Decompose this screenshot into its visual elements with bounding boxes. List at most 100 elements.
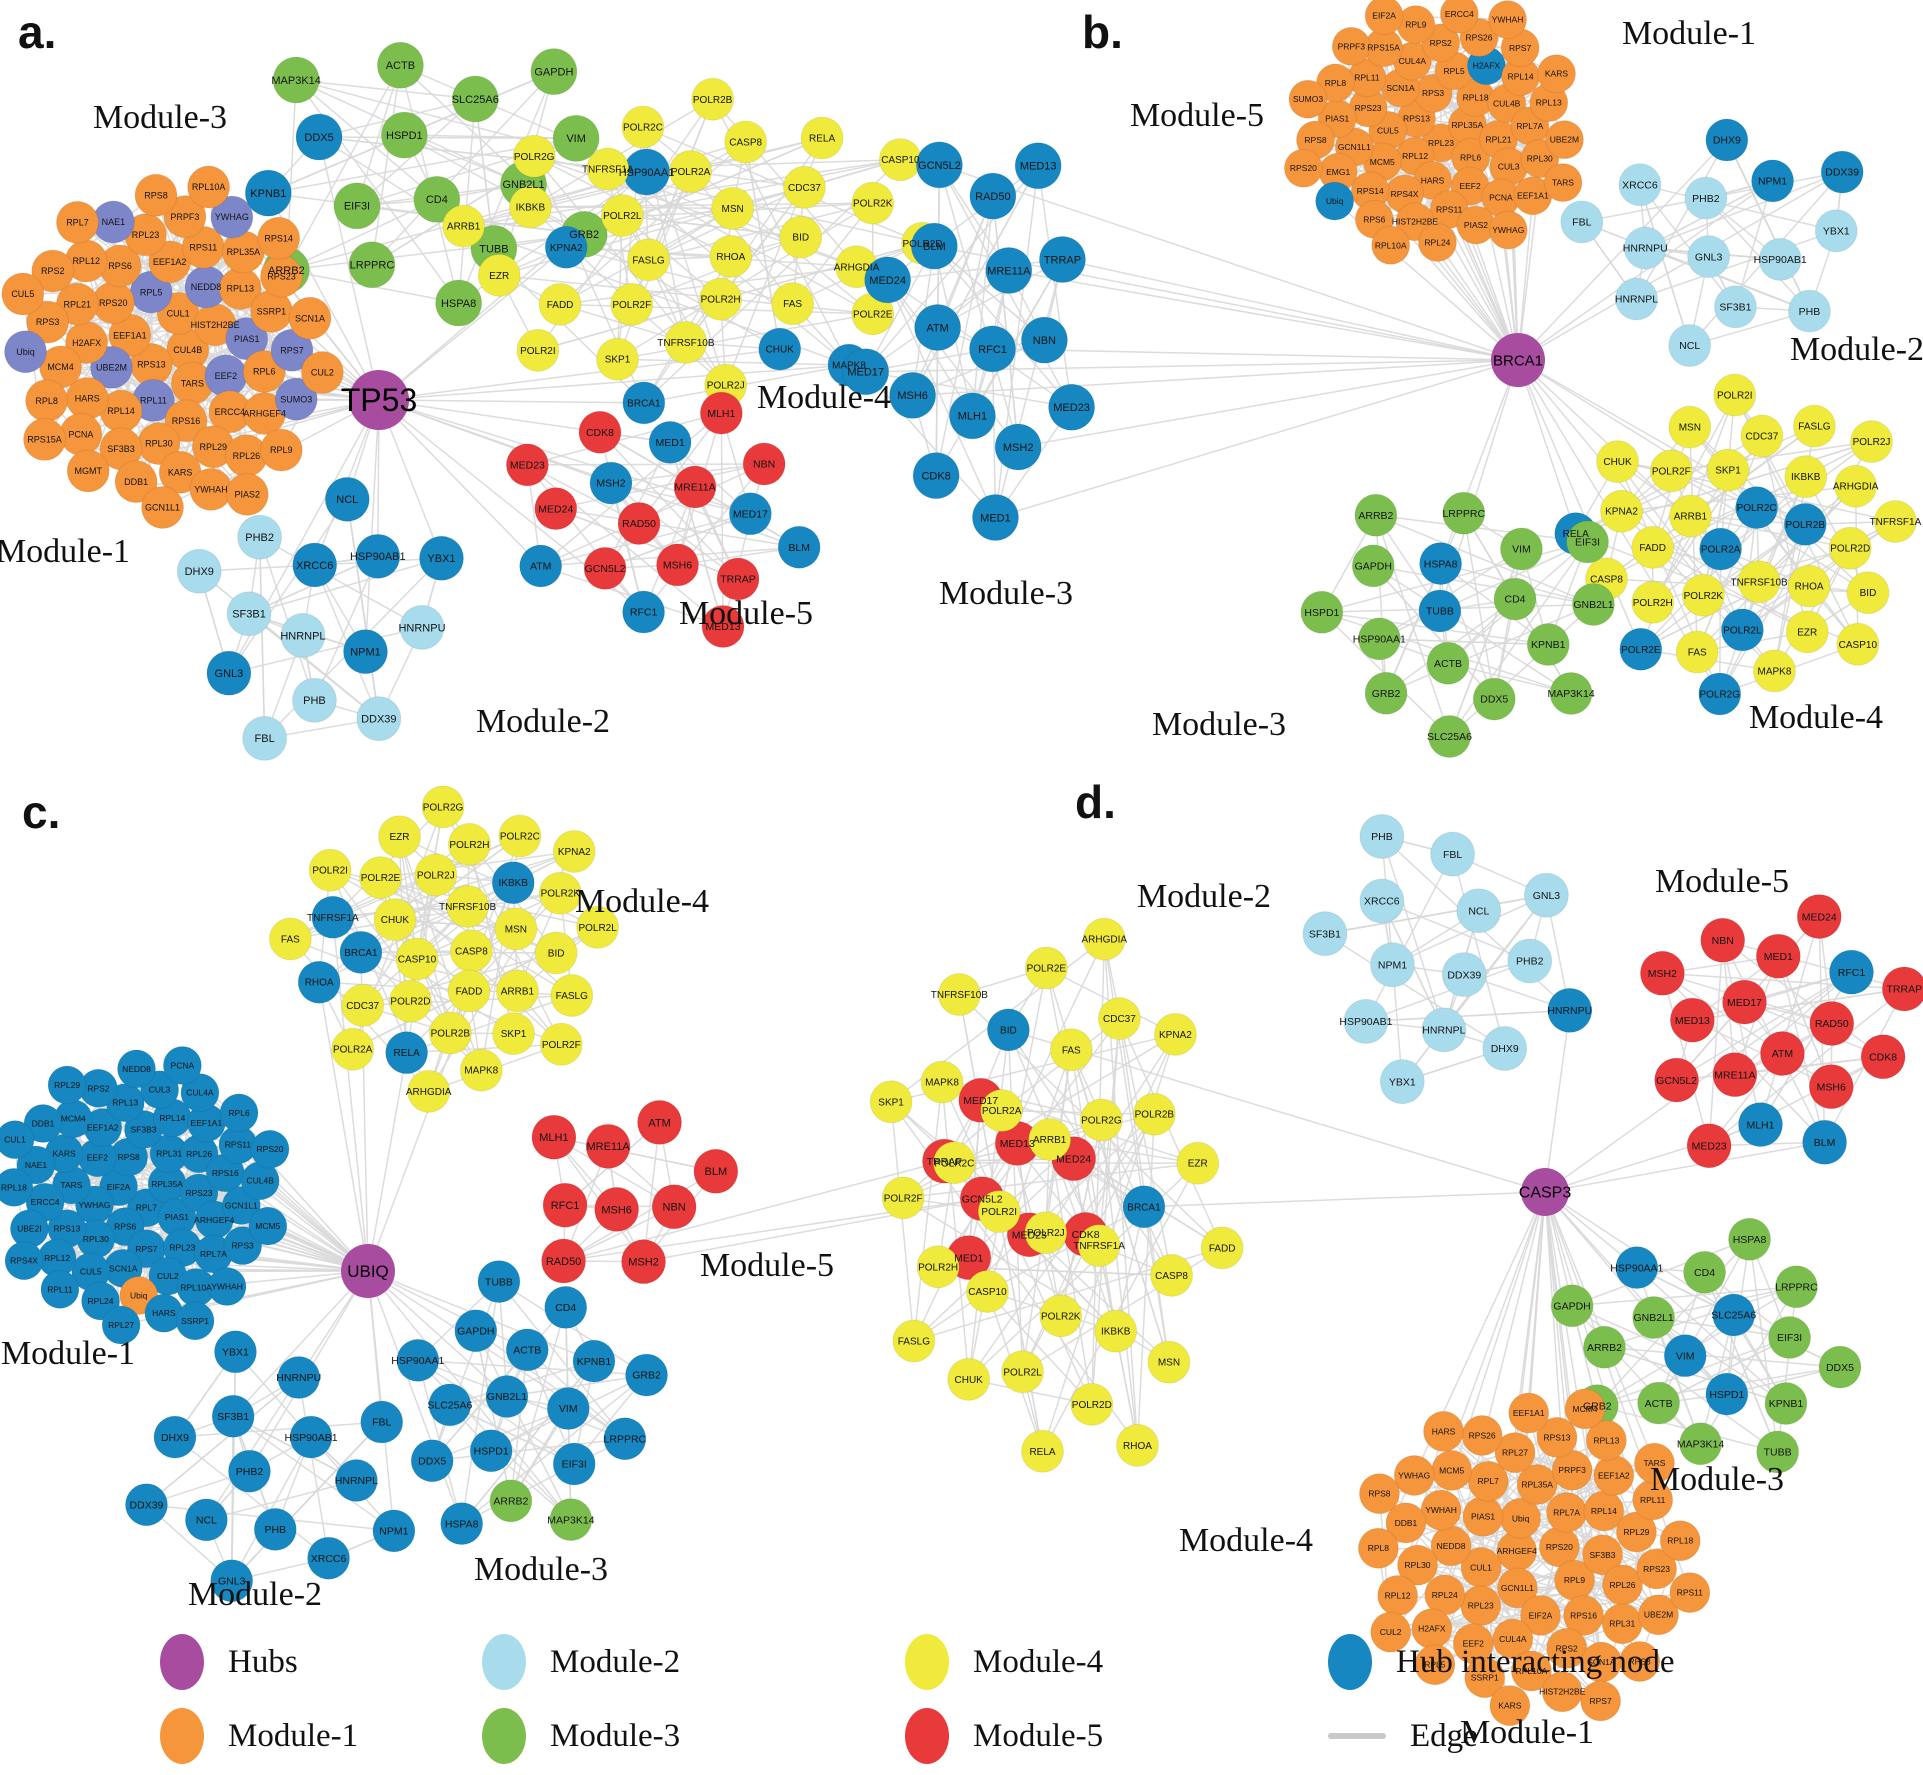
- node-HSPD1[interactable]: [380, 111, 428, 159]
- node-HSPD1[interactable]: [1300, 590, 1344, 634]
- node-NPM1[interactable]: [342, 629, 388, 675]
- node-RPL10A[interactable]: [187, 165, 231, 209]
- node-BID[interactable]: [534, 931, 578, 975]
- node-POLR2D[interactable]: [1070, 1382, 1114, 1426]
- node-POLR2J[interactable]: [1849, 420, 1893, 464]
- node-RAD50[interactable]: [541, 1238, 587, 1284]
- node-DDX39[interactable]: [1820, 150, 1864, 194]
- node-YWHAG[interactable]: [1488, 210, 1528, 250]
- node-NCL[interactable]: [184, 1498, 228, 1542]
- node-RHOA[interactable]: [297, 960, 341, 1004]
- node-HSP90AB1[interactable]: [289, 1415, 333, 1459]
- node-CASP10[interactable]: [395, 937, 439, 981]
- node-MED23[interactable]: [505, 443, 549, 487]
- node-HIST2H2BE[interactable]: [1541, 1671, 1583, 1713]
- node-RFC1[interactable]: [542, 1182, 588, 1228]
- node-KARS[interactable]: [1489, 1685, 1531, 1727]
- node-POLR2A[interactable]: [1699, 527, 1743, 571]
- node-CDK8[interactable]: [578, 410, 622, 454]
- node-RFC1[interactable]: [622, 590, 666, 634]
- node-MSH6[interactable]: [656, 543, 700, 587]
- node-XRCC6[interactable]: [1359, 878, 1405, 924]
- node-PRPF3[interactable]: [163, 195, 207, 239]
- node-RPL7[interactable]: [55, 200, 99, 244]
- node-RPL29[interactable]: [47, 1065, 87, 1105]
- node-CASP10[interactable]: [965, 1270, 1009, 1314]
- node-POLR2A[interactable]: [980, 1089, 1024, 1133]
- node-ARRB1[interactable]: [1668, 494, 1712, 538]
- node-NBN[interactable]: [1020, 316, 1068, 364]
- node-BLM[interactable]: [693, 1148, 739, 1194]
- node-DHX9[interactable]: [176, 548, 222, 594]
- node-TRRAP[interactable]: [716, 557, 760, 601]
- node-EIF3I[interactable]: [1566, 520, 1610, 564]
- node-DDX5[interactable]: [410, 1439, 454, 1483]
- node-CHUK[interactable]: [947, 1357, 991, 1401]
- node-RPS23[interactable]: [1636, 1548, 1678, 1590]
- node-FBL[interactable]: [242, 715, 288, 761]
- node-SUMO3[interactable]: [1288, 79, 1328, 119]
- node-EZR[interactable]: [378, 815, 422, 859]
- node-YWHAG[interactable]: [1393, 1454, 1435, 1496]
- hub-BRCA1[interactable]: [1491, 333, 1545, 387]
- node-BID[interactable]: [986, 1008, 1030, 1052]
- node-HSPD1[interactable]: [1705, 1372, 1749, 1416]
- node-TRRAP[interactable]: [1038, 236, 1086, 284]
- node-POLR2I[interactable]: [308, 848, 352, 892]
- node-SLC25A6[interactable]: [1712, 1293, 1756, 1337]
- node-GRB2[interactable]: [1364, 671, 1408, 715]
- node-POLR2C[interactable]: [498, 814, 542, 858]
- node-CD4[interactable]: [413, 175, 461, 223]
- node-POLR2K[interactable]: [1681, 573, 1725, 617]
- node-CD4[interactable]: [1683, 1250, 1727, 1294]
- node-EIF3I[interactable]: [333, 182, 381, 230]
- node-DDX39[interactable]: [356, 696, 402, 742]
- node-POLR2J[interactable]: [1024, 1211, 1068, 1255]
- node-EEF1A1[interactable]: [1508, 1392, 1550, 1434]
- node-SSRP1[interactable]: [175, 1301, 215, 1341]
- node-DDX5[interactable]: [1472, 677, 1516, 721]
- node-PHB2[interactable]: [1684, 176, 1728, 220]
- node-KPNB1[interactable]: [572, 1339, 616, 1383]
- node-DDB1[interactable]: [114, 460, 158, 504]
- node-CHUK[interactable]: [373, 898, 417, 942]
- node-PHB[interactable]: [253, 1507, 297, 1551]
- node-FAS[interactable]: [1675, 630, 1719, 674]
- node-ARRB2[interactable]: [489, 1479, 533, 1523]
- node-TUBB[interactable]: [1756, 1430, 1800, 1474]
- node-TRRAP[interactable]: [1881, 966, 1923, 1012]
- node-EZR[interactable]: [1785, 610, 1829, 654]
- node-POLR2I[interactable]: [977, 1190, 1021, 1234]
- node-MSN[interactable]: [1147, 1340, 1191, 1384]
- node-POLR2K[interactable]: [538, 871, 582, 915]
- node-NCL[interactable]: [1668, 324, 1712, 368]
- node-RPS8[interactable]: [134, 173, 178, 217]
- node-MED24[interactable]: [864, 256, 912, 304]
- node-PHB[interactable]: [1359, 813, 1405, 859]
- node-HNRNPU[interactable]: [399, 604, 445, 650]
- node-TNFRSF10B[interactable]: [446, 884, 490, 928]
- node-CDC37[interactable]: [341, 983, 385, 1027]
- node-BLM[interactable]: [777, 525, 821, 569]
- node-CUL4A[interactable]: [1492, 1618, 1534, 1660]
- node-RELA[interactable]: [800, 116, 844, 160]
- node-MSH2[interactable]: [994, 423, 1042, 471]
- node-ARHGDIA[interactable]: [1082, 917, 1126, 961]
- node-FADD[interactable]: [1200, 1226, 1244, 1270]
- node-POLR2I[interactable]: [1713, 373, 1757, 417]
- node-HNRNPL[interactable]: [1421, 1007, 1467, 1053]
- node-CD4[interactable]: [1493, 577, 1537, 621]
- node-POLR2F[interactable]: [610, 282, 654, 326]
- hub-UBIQ[interactable]: [341, 1244, 395, 1298]
- node-ARHGDIA[interactable]: [1834, 464, 1878, 508]
- node-POLR2L[interactable]: [576, 905, 620, 949]
- node-FAS[interactable]: [1049, 1028, 1093, 1072]
- node-FADD[interactable]: [1631, 525, 1675, 569]
- node-GNB2L1[interactable]: [1571, 582, 1615, 626]
- node-POLR2E[interactable]: [358, 856, 402, 900]
- node-HSPA8[interactable]: [435, 279, 483, 327]
- node-GNB2L1[interactable]: [485, 1374, 529, 1418]
- node-MED17[interactable]: [842, 348, 890, 396]
- node-SF3B3[interactable]: [1582, 1534, 1624, 1576]
- node-HARS[interactable]: [1423, 1410, 1465, 1452]
